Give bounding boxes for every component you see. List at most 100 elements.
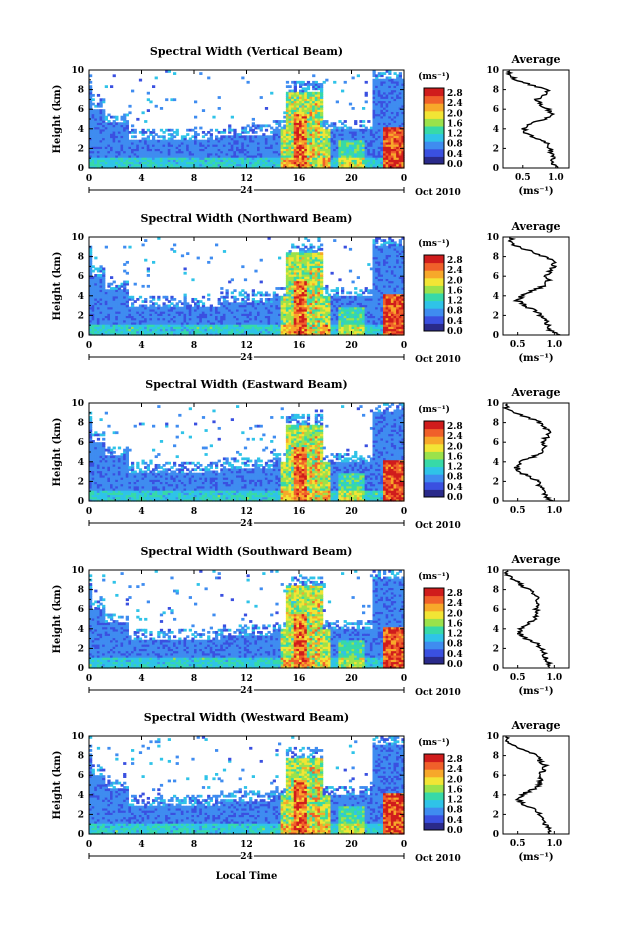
- heatmap-cell: [157, 306, 161, 310]
- heatmap-cell: [89, 319, 93, 323]
- heatmap-cell: [380, 91, 384, 95]
- heatmap-cell: [272, 159, 276, 163]
- heatmap-cell: [102, 300, 106, 303]
- heatmap-cell: [383, 102, 387, 106]
- heatmap-cell: [346, 128, 350, 132]
- heatmap-cell: [133, 319, 137, 323]
- heatmap-cell: [278, 161, 282, 165]
- heatmap-cell: [102, 163, 106, 167]
- heatmap-cell: [112, 144, 116, 147]
- heatmap-cell: [146, 152, 150, 156]
- heatmap-cell: [270, 148, 274, 152]
- heatmap-cell: [120, 126, 124, 130]
- heatmap-cell: [288, 130, 292, 134]
- heatmap-cell: [267, 146, 271, 149]
- heatmap-cell: [167, 146, 171, 149]
- heatmap-cell: [275, 159, 279, 163]
- heatmap-cell: [167, 324, 171, 327]
- heatmap-cell: [299, 83, 303, 86]
- heatmap-cell: [314, 113, 318, 117]
- heatmap-cell: [120, 130, 124, 134]
- heatmap-cell: [167, 148, 171, 152]
- heatmap-cell: [346, 161, 350, 165]
- heatmap-cell: [138, 130, 143, 134]
- heatmap-cell: [107, 137, 111, 141]
- heatmap-cell: [141, 161, 145, 165]
- heatmap-cell: [275, 163, 279, 167]
- heatmap-cell: [385, 85, 389, 89]
- heatmap-cell: [117, 122, 122, 126]
- heatmap-cell: [191, 163, 195, 167]
- heatmap-cell: [314, 87, 318, 91]
- heatmap-cell: [167, 319, 171, 323]
- heatmap-cell: [385, 98, 389, 102]
- heatmap-cell: [220, 141, 224, 145]
- heatmap-cell: [157, 152, 161, 156]
- heatmap-cell: [249, 137, 253, 141]
- heatmap-cell: [270, 159, 274, 163]
- heatmap-cell: [385, 89, 389, 93]
- heatmap-cell: [138, 317, 143, 321]
- heatmap-cell: [293, 93, 297, 97]
- heatmap-cell: [102, 139, 106, 143]
- heatmap-cell: [299, 124, 303, 128]
- heatmap-cell: [89, 152, 93, 156]
- heatmap-cell: [117, 308, 122, 312]
- heatmap-cell: [157, 150, 161, 154]
- heatmap-cell: [136, 315, 140, 319]
- heatmap-cell: [102, 157, 106, 160]
- heatmap-cell: [320, 252, 324, 256]
- heatmap-cell: [146, 330, 150, 334]
- heatmap-cell: [222, 159, 227, 163]
- heatmap-cell: [398, 76, 402, 80]
- heatmap-cell: [309, 152, 313, 156]
- heatmap-cell: [165, 154, 169, 158]
- heatmap-cell: [335, 133, 339, 136]
- heatmap-cell: [388, 122, 392, 126]
- heatmap-cell: [217, 163, 221, 167]
- heatmap-cell: [175, 152, 179, 156]
- heatmap-cell: [259, 161, 263, 165]
- heatmap-cell: [243, 141, 248, 145]
- heatmap-cell: [154, 133, 158, 136]
- heatmap-cell: [364, 135, 368, 139]
- heatmap-cell: [104, 135, 108, 139]
- heatmap-cell: [180, 157, 185, 160]
- heatmap-cell: [390, 124, 395, 128]
- heatmap-cell: [351, 146, 355, 149]
- heatmap-cell: [199, 161, 203, 165]
- heatmap-cell: [162, 306, 166, 310]
- heatmap-cell: [238, 159, 242, 163]
- heatmap-cell: [301, 130, 305, 134]
- heatmap-cell: [354, 148, 358, 152]
- heatmap-cell: [107, 300, 111, 303]
- heatmap-cell: [180, 308, 185, 312]
- heatmap-cell: [141, 159, 145, 163]
- heatmap-cell: [396, 152, 400, 156]
- heatmap-cell: [335, 152, 339, 156]
- heatmap-cell: [120, 146, 124, 149]
- heatmap-cell: [194, 161, 198, 165]
- heatmap-cell: [228, 161, 232, 165]
- heatmap-cell: [236, 163, 240, 167]
- heatmap-cell: [91, 152, 95, 156]
- heatmap-cell: [215, 150, 219, 154]
- heatmap-cell: [283, 137, 287, 141]
- heatmap-cell: [128, 295, 132, 299]
- heatmap-cell: [110, 332, 114, 336]
- heatmap-cell: [299, 102, 303, 106]
- heatmap-cell: [162, 311, 166, 314]
- colorbar-swatch: [424, 110, 444, 119]
- heatmap-cell: [165, 128, 169, 132]
- heatmap-cell: [115, 297, 119, 301]
- heatmap-cell: [91, 311, 95, 314]
- heatmap-cell: [348, 163, 353, 167]
- heatmap-cell: [96, 113, 101, 117]
- heatmap-cell: [125, 324, 129, 327]
- heatmap-cell: [341, 163, 345, 167]
- heatmap-cell: [375, 146, 379, 149]
- heatmap-cell: [165, 313, 169, 316]
- heatmap-cell: [236, 148, 240, 152]
- heatmap-cell: [385, 148, 389, 152]
- heatmap-cell: [91, 109, 95, 112]
